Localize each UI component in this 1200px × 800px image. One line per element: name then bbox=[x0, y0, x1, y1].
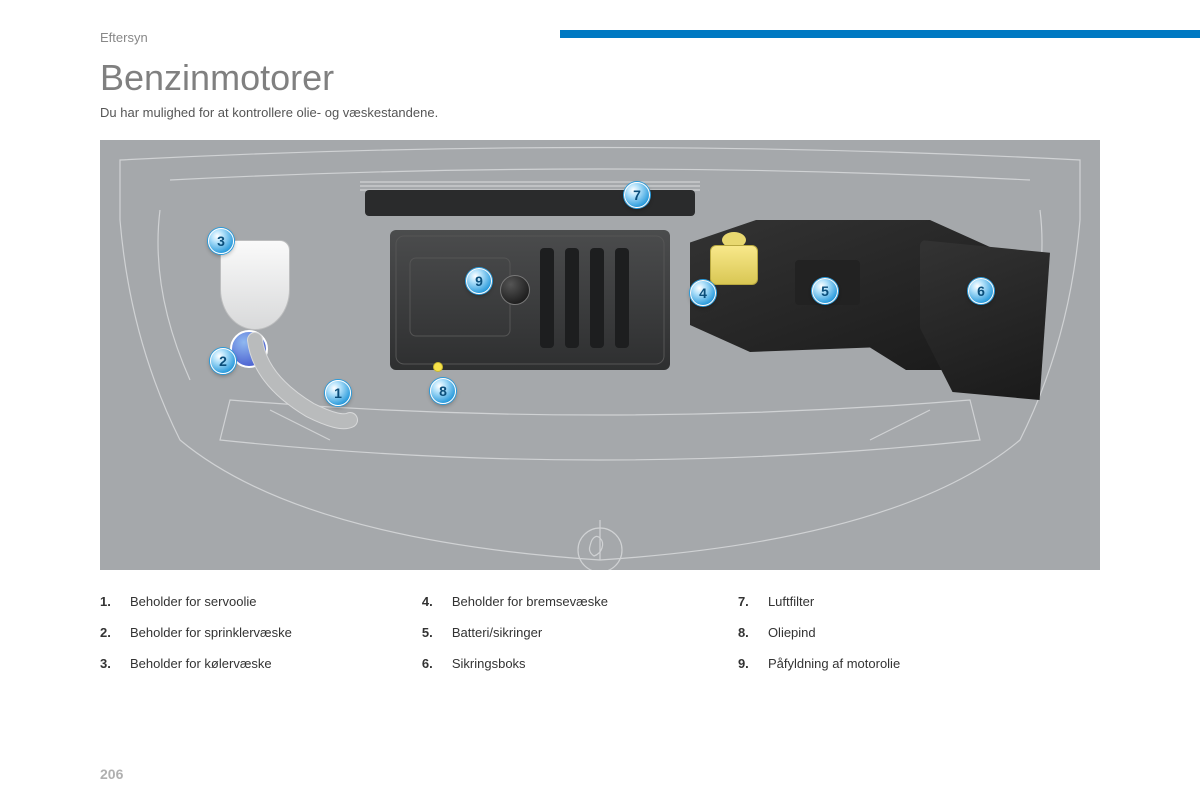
header-accent-bar bbox=[560, 30, 1200, 38]
legend-column: 4. Beholder for bremsevæske 5. Batteri/sikr… bbox=[422, 594, 608, 671]
engine-diagram: 1 2 3 4 5 6 7 8 9 bbox=[100, 140, 1100, 570]
coolant-reservoir bbox=[220, 240, 290, 330]
legend-label: Oliepind bbox=[768, 625, 816, 640]
legend-label: Beholder for sprinklervæske bbox=[130, 625, 292, 640]
page-subtitle: Du har mulighed for at kontrollere olie-… bbox=[100, 105, 1100, 120]
legend-number: 6. bbox=[422, 656, 438, 671]
page-number: 206 bbox=[100, 766, 123, 782]
legend-item: 7. Luftfilter bbox=[738, 594, 900, 609]
legend-number: 8. bbox=[738, 625, 754, 640]
callout-8: 8 bbox=[430, 378, 456, 404]
legend-column: 7. Luftfilter 8. Oliepind 9. Påfyldning af mo… bbox=[738, 594, 900, 671]
legend-number: 9. bbox=[738, 656, 754, 671]
callout-1: 1 bbox=[325, 380, 351, 406]
page-title: Benzinmotorer bbox=[100, 57, 1100, 99]
legend-item: 6. Sikringsboks bbox=[422, 656, 608, 671]
legend-label: Beholder for kølervæske bbox=[130, 656, 272, 671]
legend-number: 1. bbox=[100, 594, 116, 609]
legend-label: Beholder for servoolie bbox=[130, 594, 256, 609]
oil-dipstick-handle bbox=[433, 362, 443, 372]
engine-cover bbox=[390, 230, 670, 370]
legend-column: 1. Beholder for servoolie 2. Beholder for s… bbox=[100, 594, 292, 671]
legend-label: Luftfilter bbox=[768, 594, 814, 609]
brake-fluid-reservoir bbox=[710, 245, 758, 285]
legend-item: 8. Oliepind bbox=[738, 625, 900, 640]
legend-label: Sikringsboks bbox=[452, 656, 526, 671]
callout-2: 2 bbox=[210, 348, 236, 374]
legend: 1. Beholder for servoolie 2. Beholder for s… bbox=[100, 594, 1100, 671]
callout-5: 5 bbox=[812, 278, 838, 304]
legend-label: Beholder for bremsevæske bbox=[452, 594, 608, 609]
legend-number: 3. bbox=[100, 656, 116, 671]
legend-item: 4. Beholder for bremsevæske bbox=[422, 594, 608, 609]
legend-item: 5. Batteri/sikringer bbox=[422, 625, 608, 640]
legend-number: 7. bbox=[738, 594, 754, 609]
legend-label: Påfyldning af motorolie bbox=[768, 656, 900, 671]
legend-number: 4. bbox=[422, 594, 438, 609]
legend-item: 1. Beholder for servoolie bbox=[100, 594, 292, 609]
callout-6: 6 bbox=[968, 278, 994, 304]
callout-7: 7 bbox=[624, 182, 650, 208]
legend-number: 5. bbox=[422, 625, 438, 640]
legend-label: Batteri/sikringer bbox=[452, 625, 542, 640]
callout-3: 3 bbox=[208, 228, 234, 254]
legend-item: 9. Påfyldning af motorolie bbox=[738, 656, 900, 671]
legend-item: 2. Beholder for sprinklervæske bbox=[100, 625, 292, 640]
callout-4: 4 bbox=[690, 280, 716, 306]
oil-filler-cap bbox=[500, 275, 530, 305]
callout-9: 9 bbox=[466, 268, 492, 294]
legend-item: 3. Beholder for kølervæske bbox=[100, 656, 292, 671]
legend-number: 2. bbox=[100, 625, 116, 640]
engine-cover-ribs bbox=[390, 230, 670, 370]
